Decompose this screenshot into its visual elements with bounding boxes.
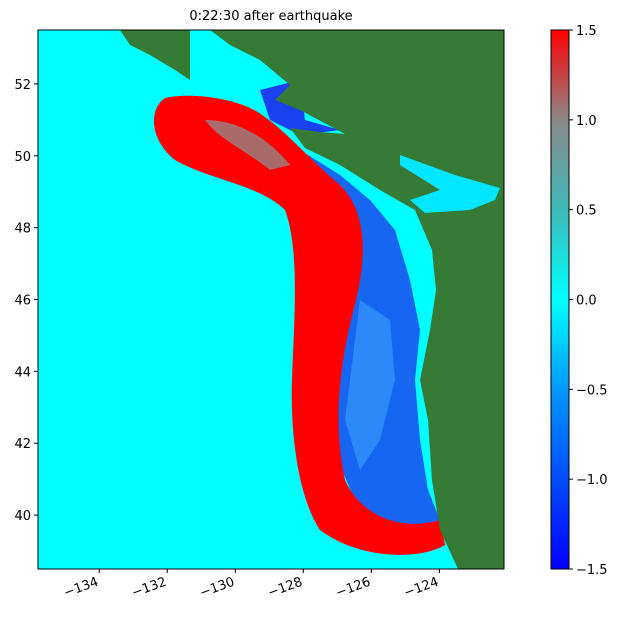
land-north: [120, 30, 190, 80]
colorbar-tick-label: −0.5: [576, 383, 608, 398]
x-tick-label: −124: [402, 575, 441, 601]
wave-crest: [153, 95, 445, 555]
colorbar-tick-label: 0.5: [576, 204, 597, 219]
colorbar-tick-label: −1.0: [576, 473, 608, 488]
y-tick-label: 52: [14, 78, 31, 93]
colorbar-tick-label: 1.0: [576, 114, 597, 129]
colorbar-tick-label: 0.0: [576, 294, 597, 309]
trough-inner: [345, 300, 395, 470]
y-tick-label: 50: [14, 150, 31, 165]
colorbar-tick-label: 1.5: [576, 24, 597, 39]
map: [38, 30, 504, 569]
x-tick-label: −132: [130, 575, 169, 601]
y-tick-label: 44: [14, 365, 31, 380]
y-tick-label: 48: [14, 222, 31, 237]
x-tick-label: −128: [266, 575, 305, 601]
y-tick-label: 42: [14, 437, 31, 452]
colorbar: [550, 29, 570, 570]
inland-water: [400, 155, 500, 213]
y-tick-label: 40: [14, 509, 31, 524]
crest-detail: [205, 120, 290, 170]
x-tick-label: −126: [334, 575, 373, 601]
chart-title: 0:22:30 after earthquake: [189, 9, 352, 24]
x-tick-label: −134: [62, 575, 101, 601]
land: [210, 30, 504, 569]
y-tick-label: 46: [14, 294, 31, 309]
x-tick-label: −130: [198, 575, 237, 601]
colorbar-tick-label: −1.5: [576, 563, 608, 578]
